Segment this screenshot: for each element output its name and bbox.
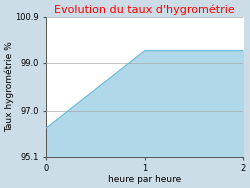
Title: Evolution du taux d'hygrométrie: Evolution du taux d'hygrométrie [54, 4, 235, 15]
Y-axis label: Taux hygrométrie %: Taux hygrométrie % [4, 41, 14, 132]
X-axis label: heure par heure: heure par heure [108, 175, 182, 184]
